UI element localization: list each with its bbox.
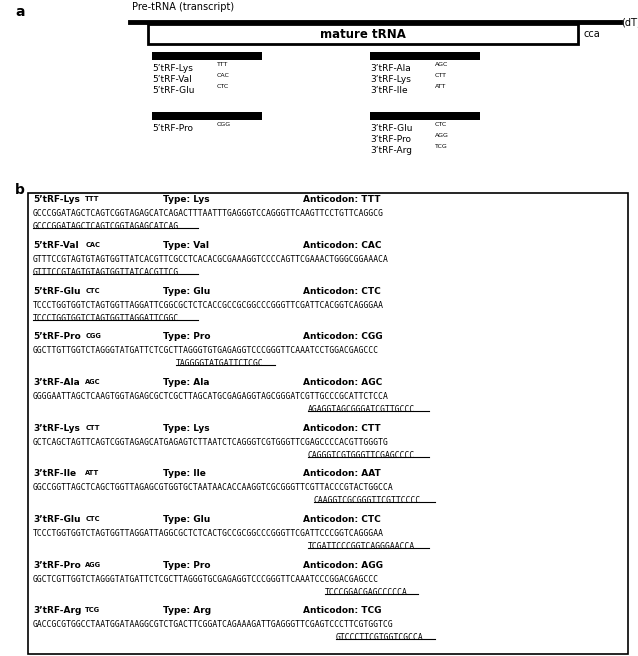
Text: TCGATTCCCGGTCAGGGAACCA: TCGATTCCCGGTCAGGGAACCA bbox=[308, 542, 415, 551]
Text: Type: Lys: Type: Lys bbox=[163, 195, 210, 205]
Text: CAAGGTCGCGGGTTCGTTCCCC: CAAGGTCGCGGGTTCGTTCCCC bbox=[313, 497, 420, 505]
Text: CAGGGTCGTGGGTTCGAGCCCC: CAGGGTCGTGGGTTCGAGCCCC bbox=[308, 451, 415, 460]
Text: Type: Pro: Type: Pro bbox=[163, 333, 211, 341]
Text: 3’tRF-Ala: 3’tRF-Ala bbox=[33, 378, 80, 387]
Text: GGCTTGTTGGTCTAGGGTATGATTCTCGCTTAGGGTGTGAGAGGTCCCGGGTTCAAATCCTGGACGAGCCC: GGCTTGTTGGTCTAGGGTATGATTCTCGCTTAGGGTGTGA… bbox=[33, 346, 379, 356]
Text: 3’tRF-Ile: 3’tRF-Ile bbox=[370, 86, 408, 95]
Text: cca: cca bbox=[583, 29, 600, 39]
Text: GGCTCGTTGGTCTAGGGTATGATTCTCGCTTAGGGTGCGAGAGGTCCCGGGTTCAAATCCCGGACGAGCCC: GGCTCGTTGGTCTAGGGTATGATTCTCGCTTAGGGTGCGA… bbox=[33, 575, 379, 584]
Text: Type: Ile: Type: Ile bbox=[163, 469, 206, 478]
Text: TCCCTGGTGGTCTAGTGGTTAGGATTCGGC: TCCCTGGTGGTCTAGTGGTTAGGATTCGGC bbox=[33, 314, 179, 323]
Text: CTC: CTC bbox=[217, 84, 229, 89]
Text: GCCCGGATAGCTCAGTCGGTAGAGCATCAGACTTTAATTTGAGGGTCCAGGGTTCAAGTTCCTGTTCAGGCG: GCCCGGATAGCTCAGTCGGTAGAGCATCAGACTTTAATTT… bbox=[33, 209, 384, 218]
Text: 3’tRF-Lys: 3’tRF-Lys bbox=[370, 75, 411, 84]
Text: GCTCAGCTAGTTCAGTCGGTAGAGCATGAGAGTCTTAATCTCAGGGTCGTGGGTTCGAGCCCCACGTTGGGTG: GCTCAGCTAGTTCAGTCGGTAGAGCATGAGAGTCTTAATC… bbox=[33, 438, 389, 447]
Text: 5’tRF-Val: 5’tRF-Val bbox=[33, 241, 78, 250]
Text: TCCCGGACGAGCCCCCA: TCCCGGACGAGCCCCCA bbox=[325, 588, 408, 597]
Text: 3’tRF-Glu: 3’tRF-Glu bbox=[370, 124, 413, 133]
Text: TCG: TCG bbox=[435, 144, 448, 150]
Text: GTTTCCGTAGTGTAGTGGTTATCACGTTCGCCTCACACGCGAAAGGTCCCCAGTTCGAAACTGGGCGGAAACA: GTTTCCGTAGTGTAGTGGTTATCACGTTCGCCTCACACGC… bbox=[33, 255, 389, 264]
Text: CTT: CTT bbox=[435, 73, 447, 78]
Text: Type: Val: Type: Val bbox=[163, 241, 209, 250]
Text: 3’tRF-Pro: 3’tRF-Pro bbox=[370, 135, 411, 144]
Text: Anticodon: AAT: Anticodon: AAT bbox=[303, 469, 381, 478]
Text: AGG: AGG bbox=[85, 562, 101, 567]
Text: ATT: ATT bbox=[85, 470, 100, 476]
Text: 5’tRF-Val: 5’tRF-Val bbox=[152, 75, 192, 84]
Text: AGC: AGC bbox=[435, 62, 449, 67]
Text: TTT: TTT bbox=[85, 196, 100, 203]
Text: CTC: CTC bbox=[85, 288, 100, 294]
Text: (dT): (dT) bbox=[621, 17, 638, 27]
Bar bbox=[148, 24, 578, 44]
Text: 3’tRF-Glu: 3’tRF-Glu bbox=[33, 515, 80, 524]
Bar bbox=[152, 52, 262, 60]
Text: 3’tRF-Lys: 3’tRF-Lys bbox=[33, 424, 80, 433]
Text: 3’tRF-Arg: 3’tRF-Arg bbox=[370, 146, 412, 155]
Text: 3’tRF-Pro: 3’tRF-Pro bbox=[33, 561, 81, 569]
Text: Type: Glu: Type: Glu bbox=[163, 287, 211, 296]
Text: Type: Ala: Type: Ala bbox=[163, 378, 209, 387]
Text: CTC: CTC bbox=[435, 122, 447, 127]
Text: Type: Glu: Type: Glu bbox=[163, 515, 211, 524]
Text: Anticodon: CTT: Anticodon: CTT bbox=[303, 424, 381, 433]
Text: 5’tRF-Pro: 5’tRF-Pro bbox=[152, 124, 193, 133]
Text: CGG: CGG bbox=[217, 122, 231, 127]
Text: GACCGCGTGGCCTAATGGATAAGGCGTCTGACTTCGGATCAGAAAGATTGAGGGTTCGAGTCCCTTCGTGGTCG: GACCGCGTGGCCTAATGGATAAGGCGTCTGACTTCGGATC… bbox=[33, 621, 394, 629]
Text: AGAGGTAGCGGGATCGTTGCCC: AGAGGTAGCGGGATCGTTGCCC bbox=[308, 405, 415, 414]
Bar bbox=[370, 52, 480, 60]
Text: CAC: CAC bbox=[85, 242, 100, 248]
Text: TCG: TCG bbox=[85, 607, 100, 613]
Text: 5’tRF-Glu: 5’tRF-Glu bbox=[33, 287, 80, 296]
Text: Anticodon: CAC: Anticodon: CAC bbox=[303, 241, 382, 250]
Text: CAC: CAC bbox=[217, 73, 230, 78]
Text: GGCCGGTTAGCTCAGCTGGTTAGAGCGTGGTGCTAATAACACCAAGGTCGCGGGTTCGTTACCCGTACTGGCCA: GGCCGGTTAGCTCAGCTGGTTAGAGCGTGGTGCTAATAAC… bbox=[33, 483, 394, 493]
Text: Anticodon: TCG: Anticodon: TCG bbox=[303, 606, 382, 615]
Text: a: a bbox=[15, 5, 24, 19]
Text: b: b bbox=[15, 184, 25, 197]
Text: Anticodon: AGC: Anticodon: AGC bbox=[303, 378, 382, 387]
Text: Anticodon: CGG: Anticodon: CGG bbox=[303, 333, 383, 341]
Text: AGG: AGG bbox=[435, 133, 449, 138]
Text: ATT: ATT bbox=[435, 84, 447, 89]
Text: Anticodon: CTC: Anticodon: CTC bbox=[303, 287, 381, 296]
Text: TCCCTGGTGGTCTAGTGGTTAGGATTAGGCGCTCTCACTGCCGCGGCCCGGGTTCGATTCCCGGTCAGGGAA: TCCCTGGTGGTCTAGTGGTTAGGATTAGGCGCTCTCACTG… bbox=[33, 529, 384, 538]
Text: CTT: CTT bbox=[85, 424, 100, 431]
Text: Type: Lys: Type: Lys bbox=[163, 424, 210, 433]
Text: TTT: TTT bbox=[217, 62, 228, 67]
Bar bbox=[370, 112, 480, 120]
Text: Type: Pro: Type: Pro bbox=[163, 561, 211, 569]
Text: TCCCTGGTGGTCTAGTGGTTAGGATTCGGCGCTCTCACCGCCGCGGCCCGGGTTCGATTCACGGTCAGGGAA: TCCCTGGTGGTCTAGTGGTTAGGATTCGGCGCTCTCACCG… bbox=[33, 300, 384, 310]
Text: 5’tRF-Lys: 5’tRF-Lys bbox=[33, 195, 80, 205]
Text: CGG: CGG bbox=[85, 333, 101, 339]
Text: 3’tRF-Ala: 3’tRF-Ala bbox=[370, 64, 411, 73]
Text: GTTTCCGTAGTGTAGTGGTTATCACGTTCG: GTTTCCGTAGTGTAGTGGTTATCACGTTCG bbox=[33, 268, 179, 277]
Text: 3’tRF-Ile: 3’tRF-Ile bbox=[33, 469, 76, 478]
Text: Anticodon: CTC: Anticodon: CTC bbox=[303, 515, 381, 524]
Text: Pre-tRNA (transcript): Pre-tRNA (transcript) bbox=[132, 2, 234, 12]
Text: mature tRNA: mature tRNA bbox=[320, 28, 406, 41]
Text: AGC: AGC bbox=[85, 379, 101, 385]
Text: Type: Arg: Type: Arg bbox=[163, 606, 211, 615]
Text: 5’tRF-Pro: 5’tRF-Pro bbox=[33, 333, 81, 341]
Text: 5’tRF-Glu: 5’tRF-Glu bbox=[152, 86, 195, 95]
Bar bbox=[152, 112, 262, 120]
Text: TAGGGGTATGATTCTCGC: TAGGGGTATGATTCTCGC bbox=[176, 359, 263, 369]
Text: 3’tRF-Arg: 3’tRF-Arg bbox=[33, 606, 82, 615]
Text: GGGGAATTAGCTCAAGTGGTAGAGCGCTCGCTTAGCATGCGAGAGGTAGCGGGATCGTTGCCCGCATTCTCCA: GGGGAATTAGCTCAAGTGGTAGAGCGCTCGCTTAGCATGC… bbox=[33, 392, 389, 401]
Text: CTC: CTC bbox=[85, 516, 100, 522]
Text: Anticodon: AGG: Anticodon: AGG bbox=[303, 561, 383, 569]
Text: GTCCCTTCGTGGTCGCCA: GTCCCTTCGTGGTCGCCA bbox=[336, 634, 423, 642]
Text: GCCCGGATAGCTCAGTCGGTAGAGCATCAG: GCCCGGATAGCTCAGTCGGTAGAGCATCAG bbox=[33, 222, 179, 232]
Text: Anticodon: TTT: Anticodon: TTT bbox=[303, 195, 380, 205]
Text: 5’tRF-Lys: 5’tRF-Lys bbox=[152, 64, 193, 73]
